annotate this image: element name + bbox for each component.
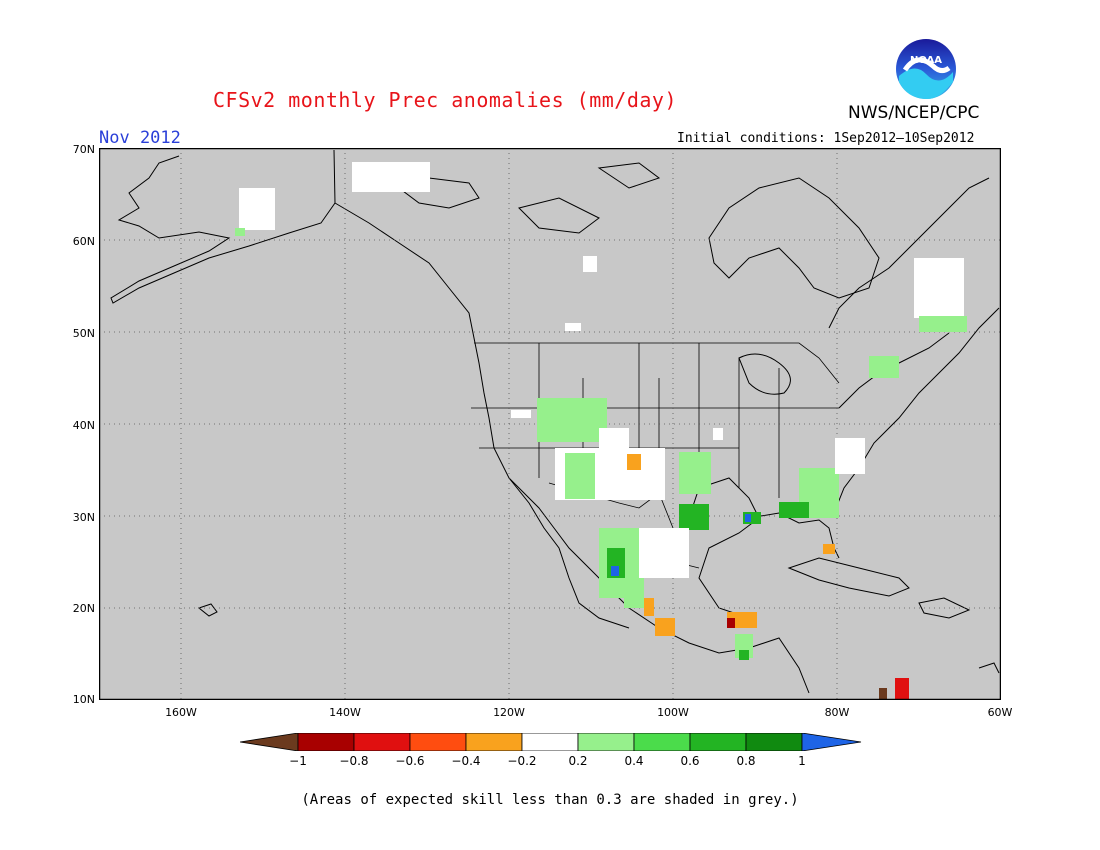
noaa-logo-text: NOAA	[910, 55, 942, 66]
lon-label: 160W	[165, 706, 197, 719]
colorbar-cell	[521, 733, 579, 751]
colorbar-label: −0.2	[507, 754, 537, 768]
lat-label: 40N	[72, 419, 95, 432]
colorbar-cell	[353, 733, 411, 751]
lon-label: 100W	[657, 706, 689, 719]
anomaly-cells	[235, 162, 967, 700]
map-frame	[99, 148, 1001, 700]
colorbar-cell	[801, 733, 862, 751]
colorbar-label: 1	[798, 754, 806, 768]
initial-conditions: Initial conditions: 1Sep2012–10Sep2012	[677, 131, 975, 146]
colorbar-label: 0.2	[568, 754, 588, 768]
agency-label: NWS/NCEP/CPC	[848, 103, 980, 123]
colorbar-label: 0.6	[680, 754, 700, 768]
colorbar	[240, 733, 862, 751]
colorbar-label: 0.4	[624, 754, 644, 768]
anomaly-map	[99, 148, 1001, 700]
graticule	[99, 148, 1001, 700]
colorbar-label: −0.6	[395, 754, 425, 768]
lon-label: 60W	[987, 706, 1013, 719]
colorbar-cell	[577, 733, 635, 751]
lon-label: 80W	[824, 706, 850, 719]
lon-label: 120W	[493, 706, 525, 719]
colorbar-cell	[465, 733, 523, 751]
colorbar-label: −0.4	[451, 754, 481, 768]
colorbar-cell	[240, 733, 299, 751]
lon-label: 140W	[329, 706, 361, 719]
colorbar-cell	[297, 733, 355, 751]
lat-label: 50N	[72, 327, 95, 340]
forecast-month: Nov 2012	[99, 128, 181, 148]
map-title: CFSv2 monthly Prec anomalies (mm/day)	[212, 88, 678, 112]
lat-label: 30N	[72, 511, 95, 524]
lat-label: 70N	[72, 143, 95, 156]
colorbar-cell	[409, 733, 467, 751]
colorbar-label: −0.8	[339, 754, 369, 768]
lat-label: 60N	[72, 235, 95, 248]
colorbar-label: 0.8	[736, 754, 756, 768]
colorbar-label: −1	[289, 754, 307, 768]
colorbar-cell	[745, 733, 803, 751]
colorbar-cell	[689, 733, 747, 751]
noaa-logo-icon: NOAA	[896, 39, 956, 100]
colorbar-cell	[633, 733, 691, 751]
skill-footnote: (Areas of expected skill less than 0.3 a…	[301, 792, 799, 808]
lat-label: 20N	[72, 602, 95, 615]
lat-label: 10N	[72, 693, 95, 706]
